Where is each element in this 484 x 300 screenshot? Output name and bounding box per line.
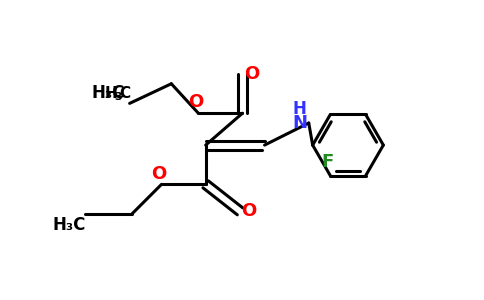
- Text: 3: 3: [114, 92, 121, 103]
- Text: H: H: [293, 100, 307, 118]
- Text: O: O: [241, 202, 257, 220]
- Text: O: O: [151, 165, 166, 183]
- Text: F: F: [322, 153, 334, 171]
- Text: N: N: [292, 114, 307, 132]
- Text: C: C: [119, 86, 130, 101]
- Text: O: O: [244, 65, 259, 83]
- Text: O: O: [188, 93, 203, 111]
- Text: H₃C: H₃C: [52, 216, 86, 234]
- Text: H: H: [105, 86, 117, 101]
- Text: H₃C: H₃C: [91, 84, 125, 102]
